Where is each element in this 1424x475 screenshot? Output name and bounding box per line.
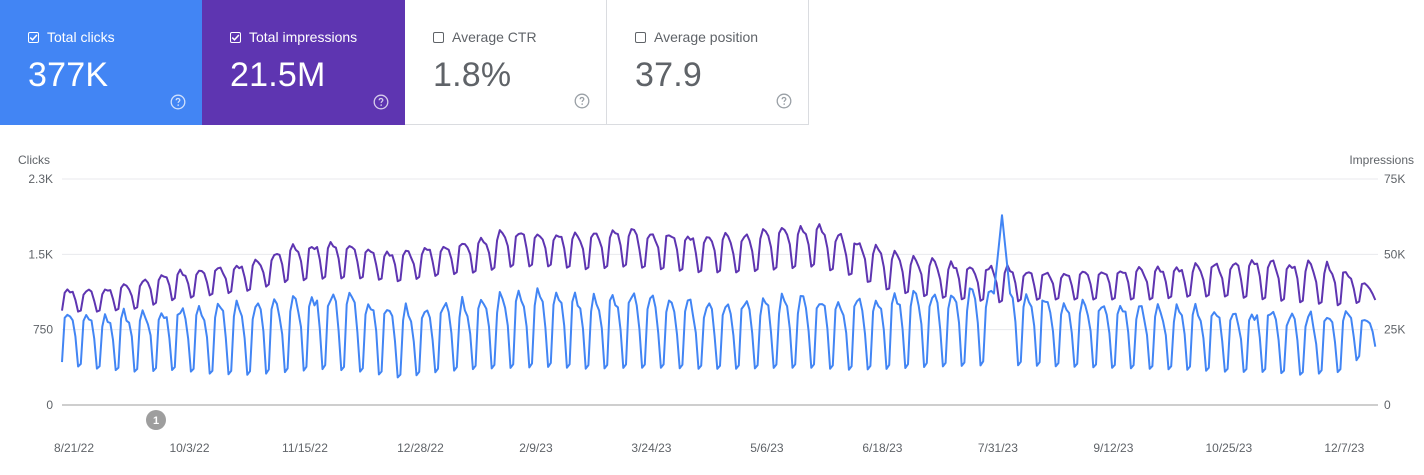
- average-position-value: 37.9: [635, 56, 702, 94]
- average-position-header: Average position: [635, 28, 808, 46]
- y-left-tick-label: 0: [46, 398, 53, 412]
- grid-lines: [62, 178, 1378, 406]
- y-right-tick-label: 75K: [1384, 172, 1405, 186]
- help-circle-icon[interactable]: [170, 94, 186, 110]
- help-circle-icon[interactable]: [574, 93, 590, 109]
- series-line-total-impressions[interactable]: [61, 223, 1377, 313]
- checkbox-unchecked-icon[interactable]: [635, 31, 646, 43]
- annotation-marker[interactable]: 1: [146, 410, 166, 430]
- x-tick-label: 11/15/22: [282, 441, 328, 455]
- total-impressions-header: Total impressions: [230, 28, 405, 46]
- metric-cards: Total clicks 377K Total impressions 21.5…: [0, 0, 809, 125]
- average-ctr-header: Average CTR: [433, 28, 606, 46]
- x-tick-label: 6/18/23: [862, 441, 902, 455]
- y-left-axis-title: Clicks: [18, 153, 50, 167]
- series-line-total-clicks[interactable]: [61, 214, 1377, 379]
- total-impressions-card[interactable]: Total impressions 21.5M: [202, 0, 405, 125]
- y-right-tick-label: 50K: [1384, 247, 1405, 261]
- x-tick-label: 2/9/23: [519, 441, 553, 455]
- x-tick-label: 10/25/23: [1205, 441, 1252, 455]
- checkbox-checked-icon[interactable]: [28, 31, 39, 43]
- series-lines: [61, 214, 1377, 379]
- average-position-label: Average position: [654, 29, 759, 45]
- total-clicks-value: 377K: [28, 56, 109, 94]
- total-clicks-label: Total clicks: [47, 29, 115, 45]
- x-tick-label: 9/12/23: [1093, 441, 1133, 455]
- average-position-card[interactable]: Average position 37.9: [607, 0, 809, 125]
- average-ctr-label: Average CTR: [452, 29, 537, 45]
- y-right-tick-label: 25K: [1384, 323, 1405, 337]
- total-clicks-header: Total clicks: [28, 28, 202, 46]
- x-tick-label: 7/31/23: [978, 441, 1018, 455]
- x-tick-label: 3/24/23: [631, 441, 671, 455]
- checkbox-unchecked-icon[interactable]: [433, 31, 444, 43]
- help-circle-icon[interactable]: [373, 94, 389, 110]
- performance-chart[interactable]: Clicks Impressions 0 0 750 25K 1.5K 50K 2.3K 75…: [0, 140, 1424, 475]
- average-ctr-value: 1.8%: [433, 56, 512, 94]
- y-left-tick-label: 1.5K: [28, 247, 53, 261]
- total-impressions-label: Total impressions: [249, 29, 358, 45]
- y-right-tick-label: 0: [1384, 398, 1391, 412]
- y-left-tick-label: 2.3K: [28, 172, 53, 186]
- total-impressions-value: 21.5M: [230, 56, 326, 94]
- x-tick-label: 5/6/23: [750, 441, 784, 455]
- help-circle-icon[interactable]: [776, 93, 792, 109]
- x-tick-label: 10/3/22: [169, 441, 209, 455]
- axis-ticks: 0 0 750 25K 1.5K 50K 2.3K 75K 8/21/22 10/3/22 11/1…: [28, 172, 1405, 455]
- x-tick-label: 12/7/23: [1324, 441, 1364, 455]
- x-tick-label: 8/21/22: [54, 441, 94, 455]
- checkbox-checked-icon[interactable]: [230, 31, 241, 43]
- x-tick-label: 12/28/22: [397, 441, 444, 455]
- total-clicks-card[interactable]: Total clicks 377K: [0, 0, 202, 125]
- average-ctr-card[interactable]: Average CTR 1.8%: [405, 0, 607, 125]
- y-right-axis-title: Impressions: [1349, 153, 1414, 167]
- y-left-tick-label: 750: [33, 323, 53, 337]
- annotation-circle[interactable]: [146, 410, 166, 430]
- annotation-number: 1: [153, 415, 159, 427]
